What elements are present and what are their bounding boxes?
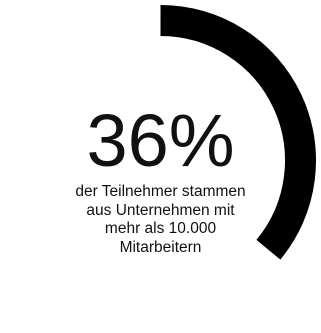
caption: der Teilnehmer stammen aus Unternehmen m… bbox=[30, 183, 291, 257]
caption-line-2: aus Unternehmen mit bbox=[86, 201, 235, 219]
caption-line-4: Mitarbeitern bbox=[119, 238, 202, 256]
caption-line-1: der Teilnehmer stammen bbox=[75, 183, 246, 200]
caption-line-3: mehr als 10.000 bbox=[104, 220, 217, 237]
progress-arc bbox=[160, 5, 316, 260]
percentage-value: 36% bbox=[86, 99, 235, 182]
